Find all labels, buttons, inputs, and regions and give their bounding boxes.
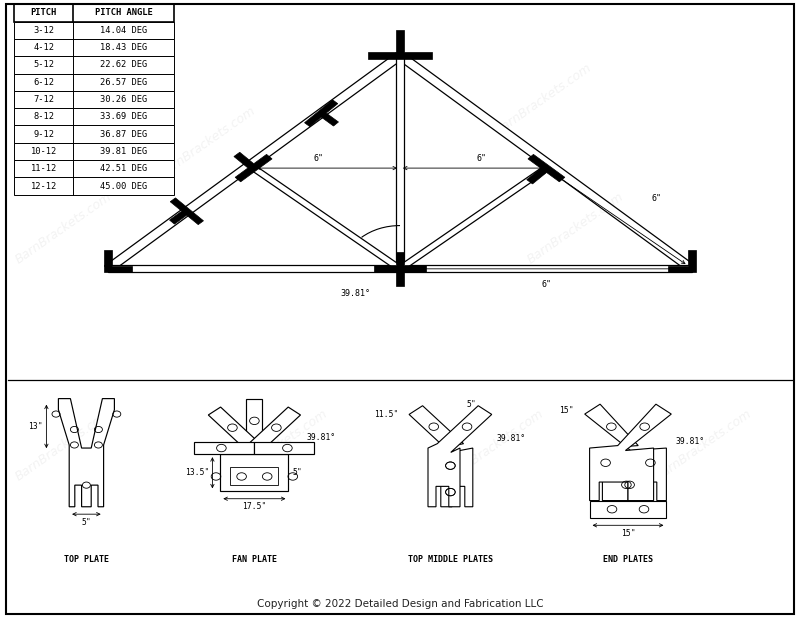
Bar — [14, 108, 174, 125]
Text: BarnBrackets.com: BarnBrackets.com — [230, 407, 330, 483]
Bar — [14, 22, 174, 39]
Text: 39.81°: 39.81° — [340, 289, 370, 298]
Polygon shape — [254, 442, 314, 454]
Bar — [221, 454, 289, 491]
Polygon shape — [668, 250, 696, 272]
Text: BarnBrackets.com: BarnBrackets.com — [14, 190, 114, 267]
Text: 6": 6" — [476, 154, 486, 163]
Text: FAN PLATE: FAN PLATE — [232, 555, 277, 564]
Polygon shape — [397, 53, 695, 272]
Polygon shape — [194, 442, 254, 454]
Bar — [14, 4, 174, 22]
Polygon shape — [526, 154, 565, 184]
Text: 3-12: 3-12 — [33, 26, 54, 35]
Text: 18.43 DEG: 18.43 DEG — [100, 43, 147, 52]
Bar — [14, 160, 174, 177]
Text: BarnBrackets.com: BarnBrackets.com — [526, 190, 626, 267]
Polygon shape — [208, 407, 261, 452]
Text: 12-12: 12-12 — [30, 182, 57, 190]
Polygon shape — [170, 198, 203, 224]
Text: 30.26 DEG: 30.26 DEG — [100, 95, 147, 104]
Text: 8-12: 8-12 — [33, 112, 54, 121]
Bar — [230, 467, 278, 485]
Text: 11-12: 11-12 — [30, 164, 57, 173]
Text: 42.51 DEG: 42.51 DEG — [100, 164, 147, 173]
Bar — [14, 91, 174, 108]
Bar — [590, 501, 666, 518]
Text: 5": 5" — [466, 400, 476, 409]
Text: 13": 13" — [28, 422, 42, 431]
Text: 10-12: 10-12 — [30, 147, 57, 156]
Text: 15": 15" — [621, 529, 635, 538]
Polygon shape — [105, 53, 403, 272]
Bar — [14, 125, 174, 143]
Polygon shape — [248, 407, 301, 452]
Polygon shape — [246, 399, 262, 448]
Text: 14.04 DEG: 14.04 DEG — [100, 26, 147, 35]
Text: END PLATES: END PLATES — [603, 555, 653, 564]
Text: 39.81°: 39.81° — [497, 434, 526, 443]
Bar — [14, 143, 174, 160]
Polygon shape — [409, 406, 473, 507]
Text: Copyright © 2022 Detailed Design and Fabrication LLC: Copyright © 2022 Detailed Design and Fab… — [257, 599, 543, 609]
Text: TOP PLATE: TOP PLATE — [64, 555, 109, 564]
Text: 15": 15" — [559, 407, 574, 415]
Text: 39.81°: 39.81° — [306, 433, 336, 442]
Text: 26.57 DEG: 26.57 DEG — [100, 78, 147, 87]
Text: BarnBrackets.com: BarnBrackets.com — [446, 407, 546, 483]
Text: 39.81°: 39.81° — [676, 438, 706, 446]
Text: 11.5": 11.5" — [374, 410, 398, 418]
Text: BarnBrackets.com: BarnBrackets.com — [14, 407, 114, 483]
Bar — [14, 177, 174, 195]
Text: 4-12: 4-12 — [33, 43, 54, 52]
Text: PITCH ANGLE: PITCH ANGLE — [94, 9, 153, 17]
Text: BarnBrackets.com: BarnBrackets.com — [158, 104, 258, 180]
Bar — [14, 74, 174, 91]
Text: 22.62 DEG: 22.62 DEG — [100, 61, 147, 69]
Text: 5": 5" — [293, 468, 302, 477]
Polygon shape — [108, 265, 692, 273]
Text: 45.00 DEG: 45.00 DEG — [100, 182, 147, 190]
Text: 5": 5" — [82, 518, 91, 527]
Polygon shape — [104, 250, 132, 272]
Polygon shape — [368, 30, 432, 59]
Polygon shape — [396, 56, 404, 269]
Polygon shape — [590, 404, 671, 501]
Text: PITCH: PITCH — [30, 9, 57, 17]
Text: 6": 6" — [651, 194, 662, 203]
Text: 17.5": 17.5" — [242, 502, 266, 512]
Polygon shape — [374, 252, 426, 286]
Polygon shape — [305, 100, 338, 127]
Polygon shape — [398, 166, 549, 271]
Polygon shape — [58, 399, 114, 507]
Text: 36.87 DEG: 36.87 DEG — [100, 130, 147, 138]
Text: BarnBrackets.com: BarnBrackets.com — [654, 407, 754, 483]
Text: TOP MIDDLE PLATES: TOP MIDDLE PLATES — [408, 555, 493, 564]
Text: 13.5": 13.5" — [185, 468, 210, 477]
Text: 39.81 DEG: 39.81 DEG — [100, 147, 147, 156]
Text: 7-12: 7-12 — [33, 95, 54, 104]
Bar — [14, 39, 174, 56]
Text: 9-12: 9-12 — [33, 130, 54, 138]
Text: 5-12: 5-12 — [33, 61, 54, 69]
Bar — [14, 56, 174, 74]
Polygon shape — [585, 404, 666, 501]
Text: 6": 6" — [541, 280, 551, 289]
Text: 33.69 DEG: 33.69 DEG — [100, 112, 147, 121]
Text: 6-12: 6-12 — [33, 78, 54, 87]
Polygon shape — [428, 406, 492, 507]
Text: 6": 6" — [314, 154, 324, 163]
Text: BarnBrackets.com: BarnBrackets.com — [494, 61, 594, 137]
Polygon shape — [234, 152, 272, 182]
Polygon shape — [251, 166, 402, 271]
